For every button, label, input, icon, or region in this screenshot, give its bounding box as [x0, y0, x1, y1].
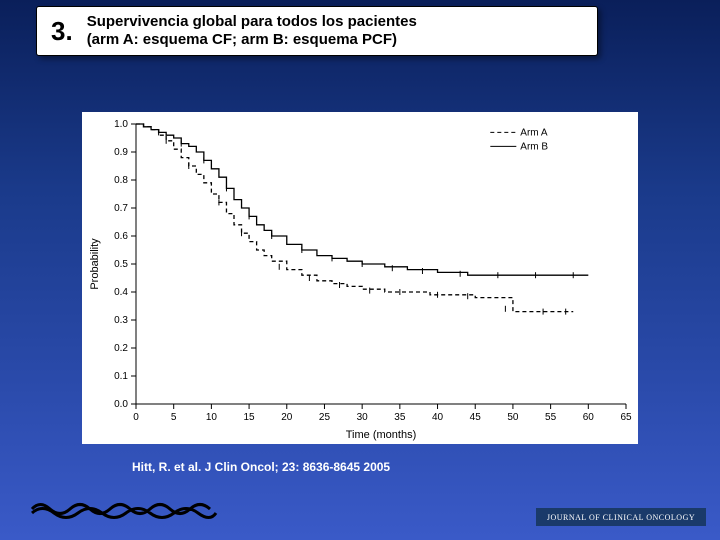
svg-text:25: 25 — [319, 412, 331, 423]
svg-text:Probability: Probability — [89, 238, 101, 290]
svg-text:60: 60 — [583, 412, 595, 423]
chart-container: 0 5 10 15 20 25 30 35 40 45 50 55 60 65 0.0 0.1 0.2 0.3 0.… — [82, 112, 638, 444]
svg-text:45: 45 — [470, 412, 482, 423]
title-text: Supervivencia global para todos los paci… — [87, 13, 417, 49]
slide: 3. Supervivencia global para todos los p… — [0, 0, 720, 540]
km-chart: 0 5 10 15 20 25 30 35 40 45 50 55 60 65 0.0 0.1 0.2 0.3 0.… — [82, 112, 638, 444]
svg-text:1.0: 1.0 — [114, 119, 128, 130]
svg-text:15: 15 — [244, 412, 256, 423]
svg-text:0.6: 0.6 — [114, 231, 128, 242]
svg-text:50: 50 — [507, 412, 519, 423]
title-line2: (arm A: esquema CF; arm B: esquema PCF) — [87, 31, 397, 48]
svg-text:0.9: 0.9 — [114, 147, 128, 158]
svg-text:0.3: 0.3 — [114, 315, 128, 326]
svg-text:0.7: 0.7 — [114, 203, 128, 214]
title-number: 3. — [37, 16, 87, 47]
svg-text:0.2: 0.2 — [114, 343, 128, 354]
svg-text:65: 65 — [620, 412, 632, 423]
svg-text:0: 0 — [133, 412, 139, 423]
svg-text:10: 10 — [206, 412, 218, 423]
title-bar: 3. Supervivencia global para todos los p… — [36, 6, 598, 56]
journal-banner: JOURNAL OF CLINICAL ONCOLOGY — [536, 508, 706, 526]
svg-text:55: 55 — [545, 412, 557, 423]
svg-text:0.1: 0.1 — [114, 371, 128, 382]
svg-text:Arm B: Arm B — [520, 141, 548, 152]
svg-text:Arm A: Arm A — [520, 127, 548, 138]
svg-text:20: 20 — [281, 412, 293, 423]
svg-text:0.8: 0.8 — [114, 175, 128, 186]
svg-text:Time (months): Time (months) — [346, 429, 417, 441]
redaction-scribble — [30, 498, 220, 520]
svg-text:0.0: 0.0 — [114, 399, 128, 410]
svg-text:35: 35 — [394, 412, 406, 423]
svg-text:0.5: 0.5 — [114, 259, 128, 270]
svg-text:40: 40 — [432, 412, 444, 423]
svg-text:0.4: 0.4 — [114, 287, 128, 298]
citation: Hitt, R. et al. J Clin Oncol; 23: 8636-8… — [132, 460, 390, 474]
svg-text:30: 30 — [357, 412, 369, 423]
svg-text:5: 5 — [171, 412, 177, 423]
title-line1: Supervivencia global para todos los paci… — [87, 13, 417, 30]
